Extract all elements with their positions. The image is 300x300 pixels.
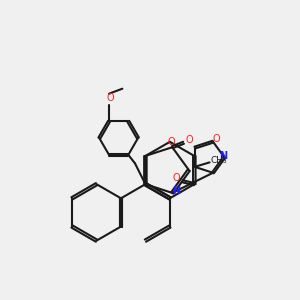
Text: O: O xyxy=(107,94,114,103)
Text: O: O xyxy=(212,134,220,144)
Text: O: O xyxy=(185,135,193,146)
Text: N: N xyxy=(172,185,180,196)
Text: O: O xyxy=(167,137,175,147)
Text: O: O xyxy=(173,173,180,183)
Text: N: N xyxy=(219,151,227,161)
Text: CH₃: CH₃ xyxy=(211,156,227,165)
